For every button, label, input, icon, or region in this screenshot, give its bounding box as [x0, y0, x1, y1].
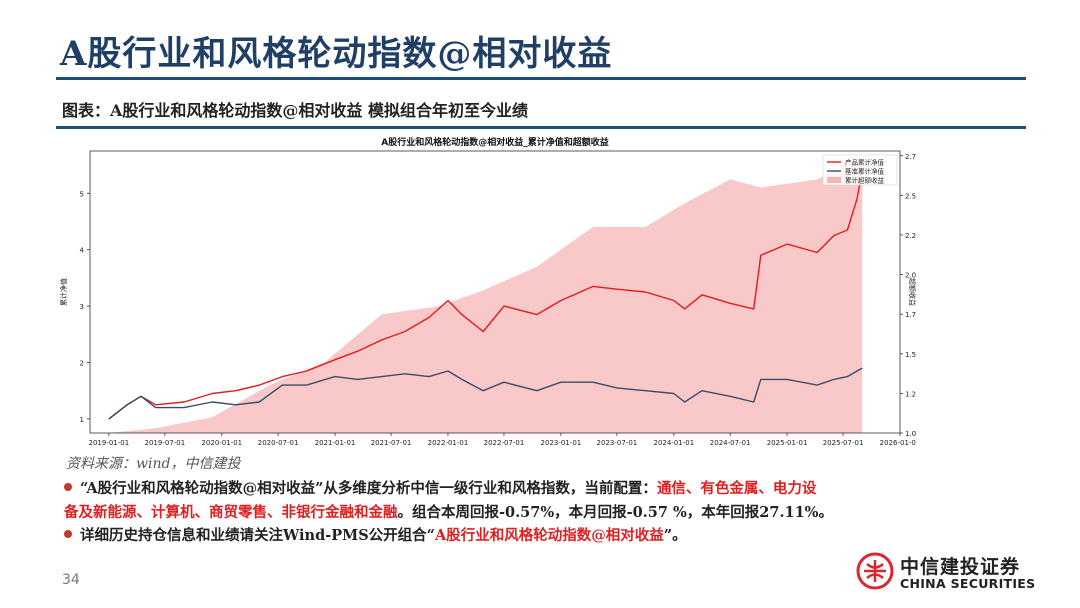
figure-caption: 图表：A股行业和风格轮动指数@相对收益 模拟组合年初至今业绩	[62, 101, 528, 120]
series-line-benchmark-nav	[108, 367, 863, 420]
legend-swatch	[827, 177, 841, 183]
performance-chart: A股行业和风格轮动指数@相对收益_累计净值和超额收益 1 2 3 4 5 1.00 1.25 1…	[59, 136, 916, 447]
slide-title: A股行业和风格轮动指数@相对收益	[60, 34, 613, 74]
y-right-tick-label: 1.75	[905, 311, 916, 319]
y-right-tick-label: 1.50	[905, 351, 916, 359]
chart-title: A股行业和风格轮动指数@相对收益_累计净值和超额收益	[381, 136, 608, 148]
y-left-axis-label: 累计净值	[59, 278, 68, 306]
china-securities-logo-icon	[856, 552, 894, 590]
data-source-note: 资料来源：wind，中信建投	[66, 456, 241, 472]
series-line-product-nav	[108, 170, 863, 420]
legend-entry: 累计超额收益	[845, 176, 885, 185]
y-left-tick-label: 1	[80, 416, 84, 424]
x-tick-label: 2022-07-01	[484, 439, 525, 447]
y-right-tick-label: 2.25	[905, 232, 916, 240]
y-right-tick-label: 2.75	[905, 153, 916, 161]
y-left-tick-label: 2	[80, 360, 84, 368]
x-tick-label: 2022-01-01	[428, 439, 469, 447]
logo-name-en: CHINA SECURITIES	[900, 576, 1036, 591]
plot-frame	[89, 150, 901, 434]
series-area-excess-return	[108, 155, 863, 434]
bullet-highlight: 通信、有色金属、电力设	[656, 480, 817, 497]
legend-entry: 基准累计净值	[845, 167, 885, 176]
x-tick-label: 2023-01-01	[541, 439, 582, 447]
x-tick-label: 2025-01-01	[767, 439, 808, 447]
x-tick-label: 2019-07-01	[145, 439, 186, 447]
bullet-dot-icon	[64, 483, 72, 491]
x-tick-label: 2026-01-01	[880, 439, 916, 447]
y-right-tick-label: 2.00	[905, 272, 916, 280]
bullet-text: 详细历史持仓信息和业绩请关注Wind-PMS公开组合“	[80, 527, 436, 544]
bullet-highlight: A股行业和风格轮动指数@相对收益	[435, 527, 664, 544]
x-tick-label: 2023-07-01	[597, 439, 638, 447]
x-tick-label: 2024-07-01	[710, 439, 751, 447]
y-right-tick-label: 1.00	[905, 430, 916, 438]
page-number: 34	[62, 572, 80, 588]
bullet-text: “A股行业和风格轮动指数@相对收益”从多维度分析中信一级行业和风格指数，当前配置…	[80, 480, 657, 497]
x-tick-label: 2020-07-01	[258, 439, 299, 447]
y-left-tick-label: 3	[80, 303, 84, 311]
y-left-tick-label: 4	[80, 247, 85, 255]
x-tick-label: 2024-01-01	[653, 439, 694, 447]
caption-divider	[56, 126, 1026, 129]
bullet-text: ”。	[663, 527, 687, 544]
y-right-tick-label: 2.50	[905, 192, 916, 200]
title-divider	[56, 77, 1026, 80]
y-left-tick-label: 5	[80, 190, 84, 198]
bullet-dot-icon	[64, 530, 72, 538]
bullet-allocation: “A股行业和风格轮动指数@相对收益”从多维度分析中信一级行业和风格指数，当前配置…	[64, 477, 1014, 525]
x-tick-label: 2020-01-01	[201, 439, 242, 447]
legend-entry: 产品累计净值	[845, 158, 885, 167]
company-logo: 中信建投证券 CHINA SECURITIES	[856, 552, 1035, 592]
bullet-text: 。组合本周回报-0.57%，本月回报-0.57 %，本年回报27.11%。	[397, 504, 833, 521]
y-right-axis-label: 超额收益	[908, 278, 916, 306]
logo-name-cn: 中信建投证券	[900, 556, 1021, 578]
x-tick-label: 2025-07-01	[823, 439, 864, 447]
x-tick-label: 2021-01-01	[315, 439, 356, 447]
bullet-highlight: 备及新能源、计算机、商贸零售、非银行金融和金融	[64, 504, 398, 521]
bullet-history: 详细历史持仓信息和业绩请关注Wind-PMS公开组合“A股行业和风格轮动指数@相…	[64, 524, 1014, 548]
y-right-tick-label: 1.25	[905, 390, 916, 398]
x-tick-label: 2021-07-01	[371, 439, 412, 447]
x-tick-label: 2019-01-01	[89, 439, 130, 447]
